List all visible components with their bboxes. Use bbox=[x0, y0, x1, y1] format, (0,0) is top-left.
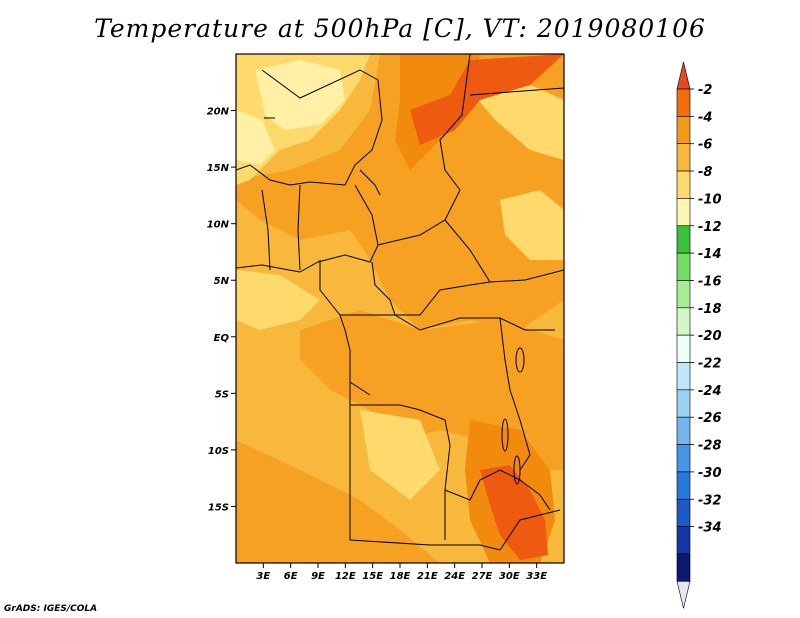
colorbar-label-7: -16 bbox=[698, 274, 722, 289]
field-patch-2 bbox=[236, 440, 440, 563]
colorbar-top-arrow bbox=[676, 61, 691, 90]
colorbar-box-5 bbox=[676, 225, 691, 254]
border-line-0 bbox=[261, 69, 383, 166]
border-line-4 bbox=[299, 184, 379, 273]
country-borders bbox=[236, 54, 564, 551]
lon-tick-label-8: 27E bbox=[472, 571, 493, 582]
colorbar-box-6 bbox=[676, 252, 691, 281]
colorbar-box-7 bbox=[676, 280, 691, 309]
lat-tick-label-3: 5N bbox=[214, 276, 230, 287]
colorbar-label-10: -22 bbox=[698, 357, 722, 372]
lake-victoria bbox=[515, 347, 525, 373]
lat-tick-label-2: 10N bbox=[207, 220, 230, 231]
colorbar-label-1: -4 bbox=[698, 110, 712, 125]
border-line-9 bbox=[371, 261, 491, 316]
colorbar-legend: -2 -4 -6 -8 -10 -12 -14 -16 -18 -20 -22 -24 -26 -28 -3… bbox=[676, 61, 722, 609]
colorbar-box-3 bbox=[676, 170, 691, 199]
lon-tick-label-2: 9E bbox=[311, 571, 325, 582]
border-line-6 bbox=[377, 54, 471, 246]
border-line-3 bbox=[297, 184, 301, 271]
field-patch-8 bbox=[360, 410, 440, 500]
colorbar-box-14 bbox=[676, 471, 691, 500]
border-line-11 bbox=[339, 314, 371, 396]
colorbar-box-9 bbox=[676, 334, 691, 363]
colorbar-box-16 bbox=[676, 526, 691, 555]
colorbar-bottom-arrow bbox=[676, 581, 691, 609]
lat-tick-label-4: EQ bbox=[214, 333, 230, 344]
lat-tick-label-5: 5S bbox=[215, 389, 229, 400]
lon-tick-label-7: 24E bbox=[444, 571, 465, 582]
field-patch-13 bbox=[480, 465, 548, 560]
lat-tick-label-0: 20N bbox=[207, 107, 230, 118]
colorbar-label-0: -2 bbox=[698, 83, 712, 98]
lon-tick-label-4: 15E bbox=[362, 571, 383, 582]
border-line-5 bbox=[236, 264, 301, 273]
grads-credit: GrADS: IGES/COLA bbox=[4, 604, 98, 614]
field-patch-7 bbox=[470, 80, 564, 160]
colorbar-box-0 bbox=[676, 88, 691, 117]
colorbar-label-4: -10 bbox=[698, 192, 722, 207]
border-line-7 bbox=[469, 87, 564, 96]
colorbar-label-16: -34 bbox=[698, 521, 722, 536]
colorbar-box-1 bbox=[676, 116, 691, 144]
colorbar-box-17 bbox=[676, 553, 691, 582]
colorbar-label-12: -26 bbox=[698, 411, 722, 426]
border-line-19 bbox=[509, 389, 531, 471]
lon-tick-label-6: 21E bbox=[417, 571, 438, 582]
field-patch-0 bbox=[236, 54, 564, 330]
colorbar-label-13: -28 bbox=[698, 439, 722, 454]
longitude-axis: 3E 6E 9E 12E 15E 18E 21E 24E 27E 30E 33E bbox=[256, 563, 547, 582]
map-title: Temperature at 500hPa [C], VT: 201908010… bbox=[94, 14, 706, 43]
colorbar-box-2 bbox=[676, 143, 691, 172]
colorbar-label-14: -30 bbox=[698, 466, 722, 481]
field-patch-5 bbox=[236, 110, 275, 165]
lake-tanganyika bbox=[501, 418, 509, 452]
lat-tick-label-1: 15N bbox=[207, 163, 230, 174]
border-line-2 bbox=[261, 189, 271, 271]
colorbar-label-5: -12 bbox=[698, 220, 722, 235]
colorbar-box-8 bbox=[676, 307, 691, 336]
colorbar-box-13 bbox=[676, 444, 691, 473]
border-line-1 bbox=[236, 164, 356, 186]
lon-tick-label-1: 6E bbox=[284, 571, 298, 582]
border-line-13 bbox=[499, 317, 511, 391]
colorbar-label-9: -20 bbox=[698, 329, 722, 344]
lat-tick-label-7: 15S bbox=[208, 502, 229, 513]
colorbar-label-2: -6 bbox=[698, 138, 712, 153]
colorbar-label-15: -32 bbox=[698, 493, 722, 508]
colorbar-label-6: -14 bbox=[698, 247, 722, 262]
lat-tick-label-6: 10S bbox=[208, 446, 229, 457]
colorbar-label-11: -24 bbox=[698, 384, 722, 399]
lake-malawi bbox=[513, 455, 521, 485]
lon-tick-label-3: 12E bbox=[335, 571, 356, 582]
colorbar-label-8: -18 bbox=[698, 302, 722, 317]
lon-tick-label-10: 33E bbox=[526, 571, 547, 582]
colorbar-box-4 bbox=[676, 198, 691, 227]
colorbar-box-12 bbox=[676, 416, 691, 445]
field-patch-6 bbox=[236, 270, 320, 330]
colorbar-label-3: -8 bbox=[698, 165, 712, 180]
temperature-field bbox=[236, 54, 564, 563]
border-line-17 bbox=[444, 469, 551, 511]
lon-tick-label-9: 30E bbox=[499, 571, 520, 582]
colorbar-box-11 bbox=[676, 389, 691, 418]
field-patch-4 bbox=[255, 60, 345, 130]
lon-tick-label-5: 18E bbox=[390, 571, 411, 582]
field-patch-12 bbox=[410, 54, 564, 145]
colorbar-box-10 bbox=[676, 362, 691, 391]
lon-tick-label-0: 3E bbox=[256, 571, 270, 582]
border-line-16 bbox=[349, 539, 501, 551]
border-line-12 bbox=[394, 314, 555, 331]
colorbar-box-15 bbox=[676, 498, 691, 527]
latitude-axis: 20N 15N 10N 5N EQ 5S 10S 15S bbox=[207, 107, 236, 513]
border-line-18 bbox=[499, 509, 561, 551]
field-patch-9 bbox=[500, 190, 564, 260]
border-line-20 bbox=[359, 169, 381, 196]
